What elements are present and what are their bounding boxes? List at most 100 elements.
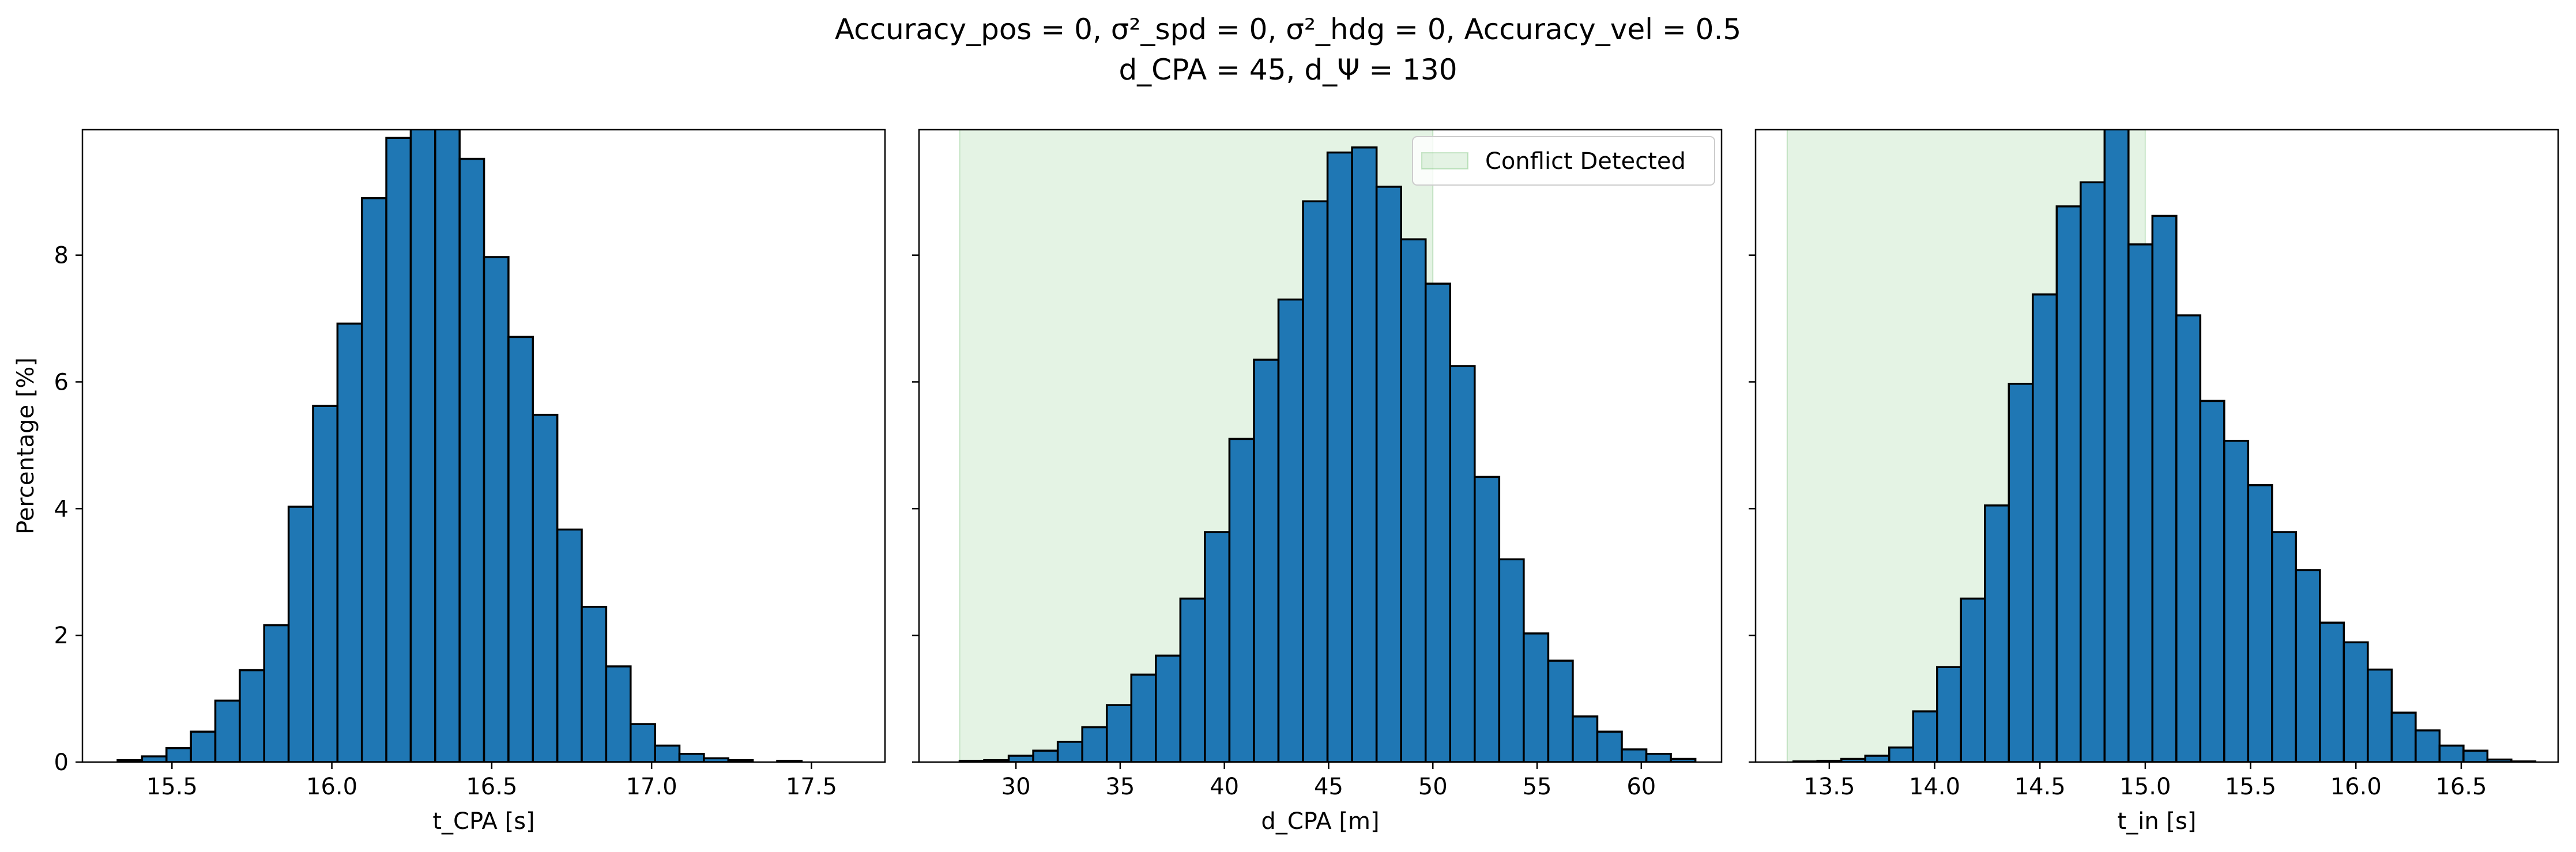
panel-2-bar	[1155, 654, 1182, 762]
panel-2-bar	[1621, 748, 1648, 762]
panel-2-bar	[1474, 476, 1501, 762]
panel-2-bar	[1424, 282, 1452, 762]
panel-1-bar	[605, 665, 632, 762]
panel-2-axes-frame	[918, 129, 1723, 763]
panel-3-bar	[1864, 755, 1890, 762]
panel-1-x-tick-label: 17.0	[626, 774, 677, 800]
panel-2-bar	[1523, 632, 1550, 762]
panel-2-bar	[1449, 365, 1476, 762]
panel-2-bar	[1596, 730, 1623, 762]
panel-1-y-tick-label: 8	[54, 243, 69, 269]
panel-3-x-tick-label: 14.5	[2014, 774, 2066, 800]
panel-3-bar	[2367, 668, 2393, 762]
panel-1-bar	[239, 669, 265, 762]
panel-1-y-tick-label: 0	[54, 749, 69, 776]
panel-3-axes-frame	[1754, 129, 2559, 763]
panel-3-bar	[2390, 711, 2417, 762]
panel-3-bar	[2319, 621, 2345, 762]
panel-1-x-tick-label: 15.5	[146, 774, 198, 800]
panel-1-bar	[507, 335, 534, 762]
panel-2-x-tick-label: 55	[1523, 774, 1552, 800]
panel-3-bar	[2438, 744, 2465, 762]
panel-1-bar	[287, 506, 314, 762]
panel-2-bar	[1032, 749, 1059, 762]
panel-1-y-tick-label: 2	[54, 623, 69, 649]
panel-2-bar	[1400, 238, 1427, 762]
panel-1-x-axis-label: t_CPA [s]	[432, 808, 534, 835]
panel-3-bar	[1960, 597, 1986, 762]
panel-3-bar	[2415, 729, 2441, 762]
panel-1-bar	[190, 730, 217, 762]
figure-title-line-1: Accuracy_pos = 0, σ²_spd = 0, σ²_hdg = 0…	[834, 13, 1742, 46]
panel-2-bar	[1302, 200, 1329, 762]
panel-1-bar	[434, 130, 461, 762]
panel-2-bar	[1326, 151, 1353, 762]
panel-2-bar	[1351, 146, 1378, 762]
panel-2-bar	[1277, 298, 1304, 762]
panel-2-x-tick-label: 60	[1626, 774, 1656, 800]
panel-3-bar	[1984, 504, 2010, 762]
panel-2-bar	[1645, 752, 1672, 762]
panel-1-bar	[165, 747, 192, 762]
panel-1-bar	[263, 624, 290, 762]
panel-2-bar	[1081, 726, 1108, 762]
panel-1-bar	[654, 744, 681, 762]
panel-2-legend-swatch	[1421, 152, 1468, 169]
panel-3-bar	[2127, 243, 2154, 762]
panel-1-bar	[581, 605, 608, 762]
panel-3-bar	[1936, 666, 1963, 762]
panel-2-x-tick-label: 45	[1314, 774, 1343, 800]
panel-3-bar	[2103, 130, 2130, 762]
panel-2-x-tick-label: 50	[1418, 774, 1448, 800]
panel-1-bar	[458, 157, 485, 762]
panel-1-x-tick-label: 17.5	[786, 774, 837, 800]
panel-3-x-tick-label: 14.0	[1909, 774, 1960, 800]
panel-2-bar	[1204, 531, 1231, 762]
panel-2-bar	[1670, 757, 1697, 762]
panel-1-bar	[678, 752, 705, 762]
panel-3-bar	[1912, 710, 1938, 762]
panel-3-bar	[2295, 569, 2321, 762]
panel-3-x-tick-label: 13.5	[1803, 774, 1855, 800]
panel-3-bar	[2247, 484, 2273, 762]
panel-3-bar	[2055, 205, 2082, 762]
panel-3-bar	[2032, 293, 2058, 762]
panel-3-bar	[2199, 399, 2225, 762]
panel-3-bar	[2080, 181, 2106, 762]
panel-2-bar	[1179, 597, 1206, 762]
panel-1-bar	[336, 322, 363, 762]
panel-2-bar	[1056, 741, 1083, 762]
panel-1-bar	[630, 723, 656, 762]
panel-1-bar	[556, 528, 583, 762]
panel-3-x-tick-label: 16.0	[2330, 774, 2382, 800]
panel-3-x-tick-label: 16.5	[2435, 774, 2487, 800]
panel-2-bar	[1130, 673, 1157, 762]
panel-3-x-tick-label: 15.5	[2225, 774, 2276, 800]
panel-2-bar	[1105, 704, 1133, 762]
panel-1-bar	[312, 405, 339, 762]
panel-1-bar	[532, 413, 559, 762]
panel-3-bar	[1888, 746, 1915, 762]
panel-1-axes-frame	[81, 129, 886, 763]
panel-3-bar	[2223, 439, 2250, 762]
panel-2-legend-box	[1412, 136, 1715, 186]
panel-3-bar	[2342, 641, 2369, 762]
panel-3-bar	[2151, 214, 2178, 762]
panel-1-y-axis-label: Percentage [%]	[13, 357, 39, 534]
panel-2-x-axis-label: d_CPA [m]	[1261, 808, 1379, 835]
panel-2-bar	[1228, 438, 1255, 762]
panel-2-bar	[1375, 186, 1402, 762]
panel-2-x-tick-label: 35	[1105, 774, 1135, 800]
panel-2-legend-label: Conflict Detected	[1485, 148, 1686, 175]
panel-1-bar	[214, 699, 241, 762]
figure-title-line-2: d_CPA = 45, d_Ψ = 130	[1118, 53, 1458, 86]
panel-2-bar	[1572, 715, 1599, 762]
panel-1-x-tick-label: 16.5	[466, 774, 517, 800]
panel-1-bar	[483, 256, 510, 762]
panel-3-bar	[2175, 314, 2202, 762]
panel-1-bar	[360, 197, 387, 762]
panel-1-x-tick-label: 16.0	[306, 774, 357, 800]
panel-2-bar	[1007, 755, 1034, 762]
